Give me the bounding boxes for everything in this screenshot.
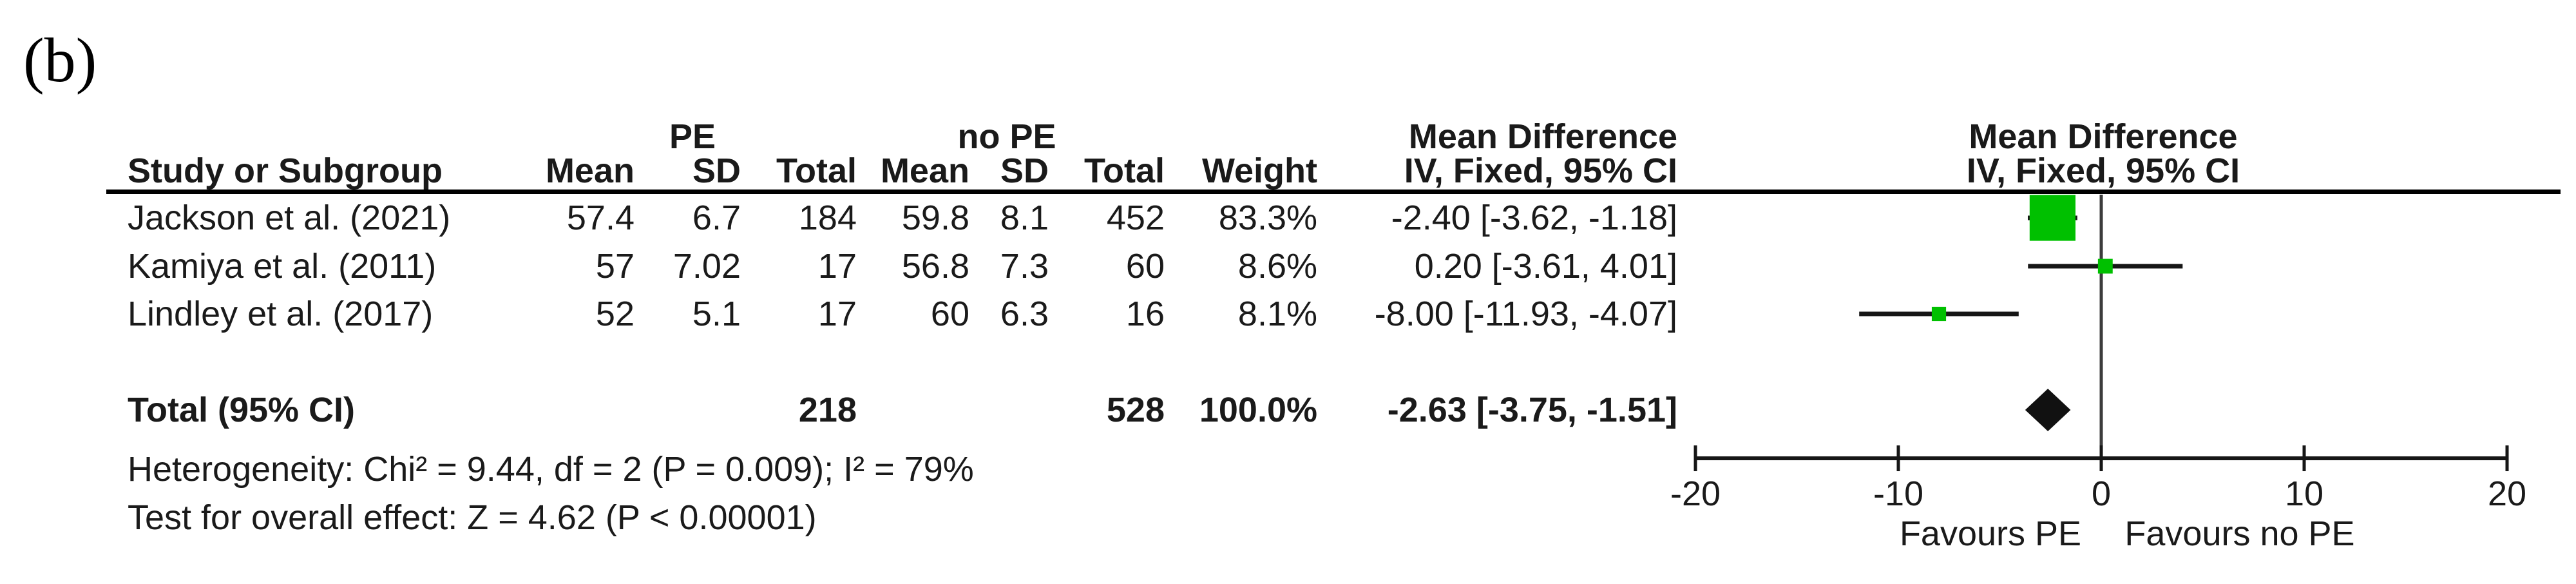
overall-effect-text: Test for overall effect: Z = 4.62 (P < 0… (128, 498, 817, 537)
nope-total: 60 (1125, 247, 1165, 286)
study-row: Kamiya et al. (2011) 57 7.02 17 56.8 7.3… (0, 245, 2576, 287)
axis-tick-label: -20 (1670, 474, 1721, 513)
nope-mean: 60 (930, 295, 969, 333)
panel-label: (b) (23, 26, 97, 95)
col-header-iv-right: IV, Fixed, 95% CI (1966, 151, 2240, 190)
nope-sd: 6.3 (1000, 295, 1049, 333)
col-header-study: Study or Subgroup (128, 151, 443, 190)
total-pe-n: 218 (798, 391, 857, 429)
group-header-no-pe: no PE (957, 117, 1056, 156)
md-ci-value: -8.00 [-11.93, -4.07] (1374, 295, 1677, 333)
col-header-sd-pe: SD (692, 151, 741, 190)
col-header-mean-pe: Mean (545, 151, 634, 190)
total-label: Total (95% CI) (128, 391, 356, 429)
pe-mean: 57 (595, 247, 634, 286)
total-weight: 100.0% (1199, 391, 1317, 429)
favours-right-label: Favours no PE (2124, 514, 2354, 553)
overall-effect-row: Test for overall effect: Z = 4.62 (P < 0… (0, 496, 2576, 539)
pe-sd: 6.7 (692, 199, 741, 237)
col-header-weight: Weight (1202, 151, 1317, 190)
nope-mean: 56.8 (901, 247, 969, 286)
summary-diamond (2025, 389, 2071, 431)
col-header-iv-left: IV, Fixed, 95% CI (1404, 151, 1677, 190)
total-row: Total (95% CI) 218 528 100.0% -2.63 [-3.… (0, 389, 2576, 431)
pe-total: 17 (817, 295, 857, 333)
md-ci-value: 0.20 [-3.61, 4.01] (1414, 247, 1677, 286)
effect-square (2029, 195, 2075, 241)
group-header-md-right: Mean Difference (1969, 117, 2238, 156)
pe-sd: 5.1 (692, 295, 741, 333)
total-nope-n: 528 (1106, 391, 1165, 429)
col-header-mean-nope: Mean (880, 151, 969, 190)
nope-total: 16 (1125, 295, 1165, 333)
pe-mean: 57.4 (566, 199, 634, 237)
heterogeneity-row: Heterogeneity: Chi² = 9.44, df = 2 (P = … (0, 448, 2576, 491)
nope-mean: 59.8 (901, 199, 969, 237)
header-rule (106, 190, 2561, 194)
weight-value: 8.6% (1237, 247, 1317, 286)
axis-tick-label: 10 (2285, 474, 2323, 513)
nope-sd: 8.1 (1000, 199, 1049, 237)
col-header-total-nope: Total (1084, 151, 1165, 190)
pe-total: 184 (798, 199, 857, 237)
nope-sd: 7.3 (1000, 247, 1049, 286)
axis-tick-label: 20 (2488, 474, 2526, 513)
weight-value: 83.3% (1218, 199, 1317, 237)
group-header-md-left: Mean Difference (1408, 117, 1677, 156)
group-header-pe: PE (669, 117, 716, 156)
effect-square (2097, 258, 2113, 274)
weight-value: 8.1% (1237, 295, 1317, 333)
md-ci-value: -2.40 [-3.62, -1.18] (1391, 199, 1677, 237)
pe-mean: 52 (595, 295, 634, 333)
effect-square (1931, 306, 1947, 322)
pe-total: 17 (817, 247, 857, 286)
group-header-row: PE no PE Mean Difference Mean Difference (0, 115, 2576, 158)
column-header-row: Study or Subgroup Mean SD Total Mean SD … (0, 150, 2576, 192)
study-row: Jackson et al. (2021) 57.4 6.7 184 59.8 … (0, 197, 2576, 239)
pe-sd: 7.02 (673, 247, 741, 286)
favours-left-label: Favours PE (1900, 514, 2081, 553)
study-name: Jackson et al. (2021) (128, 199, 451, 237)
axis-tick-label: 0 (2092, 474, 2111, 513)
nope-total: 452 (1106, 199, 1165, 237)
study-name: Kamiya et al. (2011) (128, 247, 437, 286)
total-md-ci: -2.63 [-3.75, -1.51] (1387, 391, 1677, 429)
col-header-sd-nope: SD (1000, 151, 1049, 190)
heterogeneity-text: Heterogeneity: Chi² = 9.44, df = 2 (P = … (128, 450, 974, 489)
study-name: Lindley et al. (2017) (128, 295, 434, 333)
axis-tick-label: -10 (1873, 474, 1923, 513)
col-header-total-pe: Total (776, 151, 857, 190)
study-row: Lindley et al. (2017) 52 5.1 17 60 6.3 1… (0, 293, 2576, 335)
